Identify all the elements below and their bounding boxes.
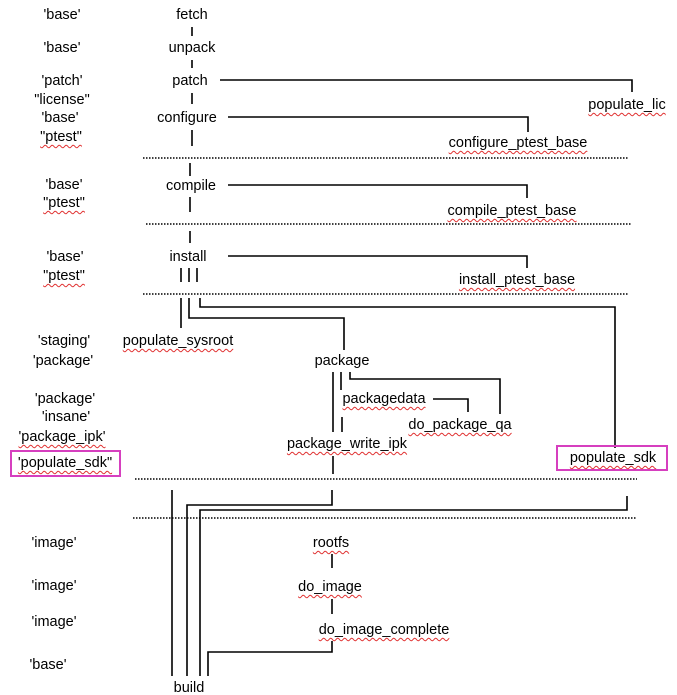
class-label: 'base' xyxy=(45,176,83,193)
connector xyxy=(349,372,501,414)
class-label: 'package' xyxy=(32,352,94,369)
class-label: 'staging' xyxy=(37,332,91,349)
task-populate-sysroot: populate_sysroot xyxy=(122,332,234,349)
class-label: 'patch' xyxy=(41,72,83,89)
task-packagedata: packagedata xyxy=(342,390,426,407)
task-install-ptest-base: install_ptest_base xyxy=(458,271,576,288)
class-label: 'package' xyxy=(34,390,96,407)
task-configure: configure xyxy=(157,109,217,126)
connector xyxy=(207,641,333,676)
connector xyxy=(180,27,198,282)
task-fetch: fetch xyxy=(176,6,208,23)
connector xyxy=(199,298,616,448)
task-rootfs: rootfs xyxy=(312,534,350,551)
class-label: 'image' xyxy=(31,534,77,551)
class-label: 'base' xyxy=(46,248,84,265)
task-install: install xyxy=(169,248,207,265)
task-unpack: unpack xyxy=(168,39,216,56)
connector xyxy=(188,298,345,350)
class-label: "ptest" xyxy=(43,267,85,284)
task-compile: compile xyxy=(166,177,216,194)
task-build: build xyxy=(173,679,205,695)
task-compile-ptest-base: compile_ptest_base xyxy=(447,202,577,219)
class-label: 'populate_sdk" xyxy=(17,454,113,471)
task-package-write-ipk: package_write_ipk xyxy=(286,435,408,452)
connector xyxy=(228,116,529,132)
phase-separators xyxy=(133,157,637,519)
connector xyxy=(220,79,633,92)
task-do-package-qa: do_package_qa xyxy=(408,416,512,433)
class-label: "ptest" xyxy=(43,194,85,211)
connector xyxy=(199,496,628,676)
highlight-box-populate-sdk-task xyxy=(556,445,668,471)
highlight-box-populate-sdk-class xyxy=(10,450,121,477)
connector xyxy=(228,184,528,198)
task-patch: patch xyxy=(172,72,208,89)
task-populate-lic: populate_lic xyxy=(588,96,666,113)
class-label: 'base' xyxy=(43,6,81,23)
class-label: 'base' xyxy=(41,109,79,126)
task-do-image-complete: do_image_complete xyxy=(318,621,450,638)
class-label: 'base' xyxy=(43,39,81,56)
class-label: 'insane' xyxy=(41,408,91,425)
connector xyxy=(186,490,333,676)
task-package: package xyxy=(314,352,370,369)
connector xyxy=(433,398,469,412)
class-label: "ptest" xyxy=(40,128,82,145)
task-populate-sdk: populate_sdk xyxy=(569,449,657,466)
task-configure-ptest-base: configure_ptest_base xyxy=(448,134,588,151)
class-label: "license" xyxy=(34,91,90,108)
class-label: 'base' xyxy=(29,656,67,673)
connector xyxy=(228,255,528,268)
task-do-image: do_image xyxy=(298,578,362,595)
class-label: 'package_ipk' xyxy=(18,428,106,445)
class-label: 'image' xyxy=(31,613,77,630)
class-label: 'image' xyxy=(31,577,77,594)
